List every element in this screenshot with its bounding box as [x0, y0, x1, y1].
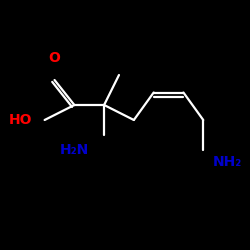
- Text: H₂N: H₂N: [60, 142, 89, 156]
- Text: NH₂: NH₂: [213, 155, 242, 169]
- Text: O: O: [48, 51, 60, 65]
- Text: HO: HO: [9, 113, 32, 127]
